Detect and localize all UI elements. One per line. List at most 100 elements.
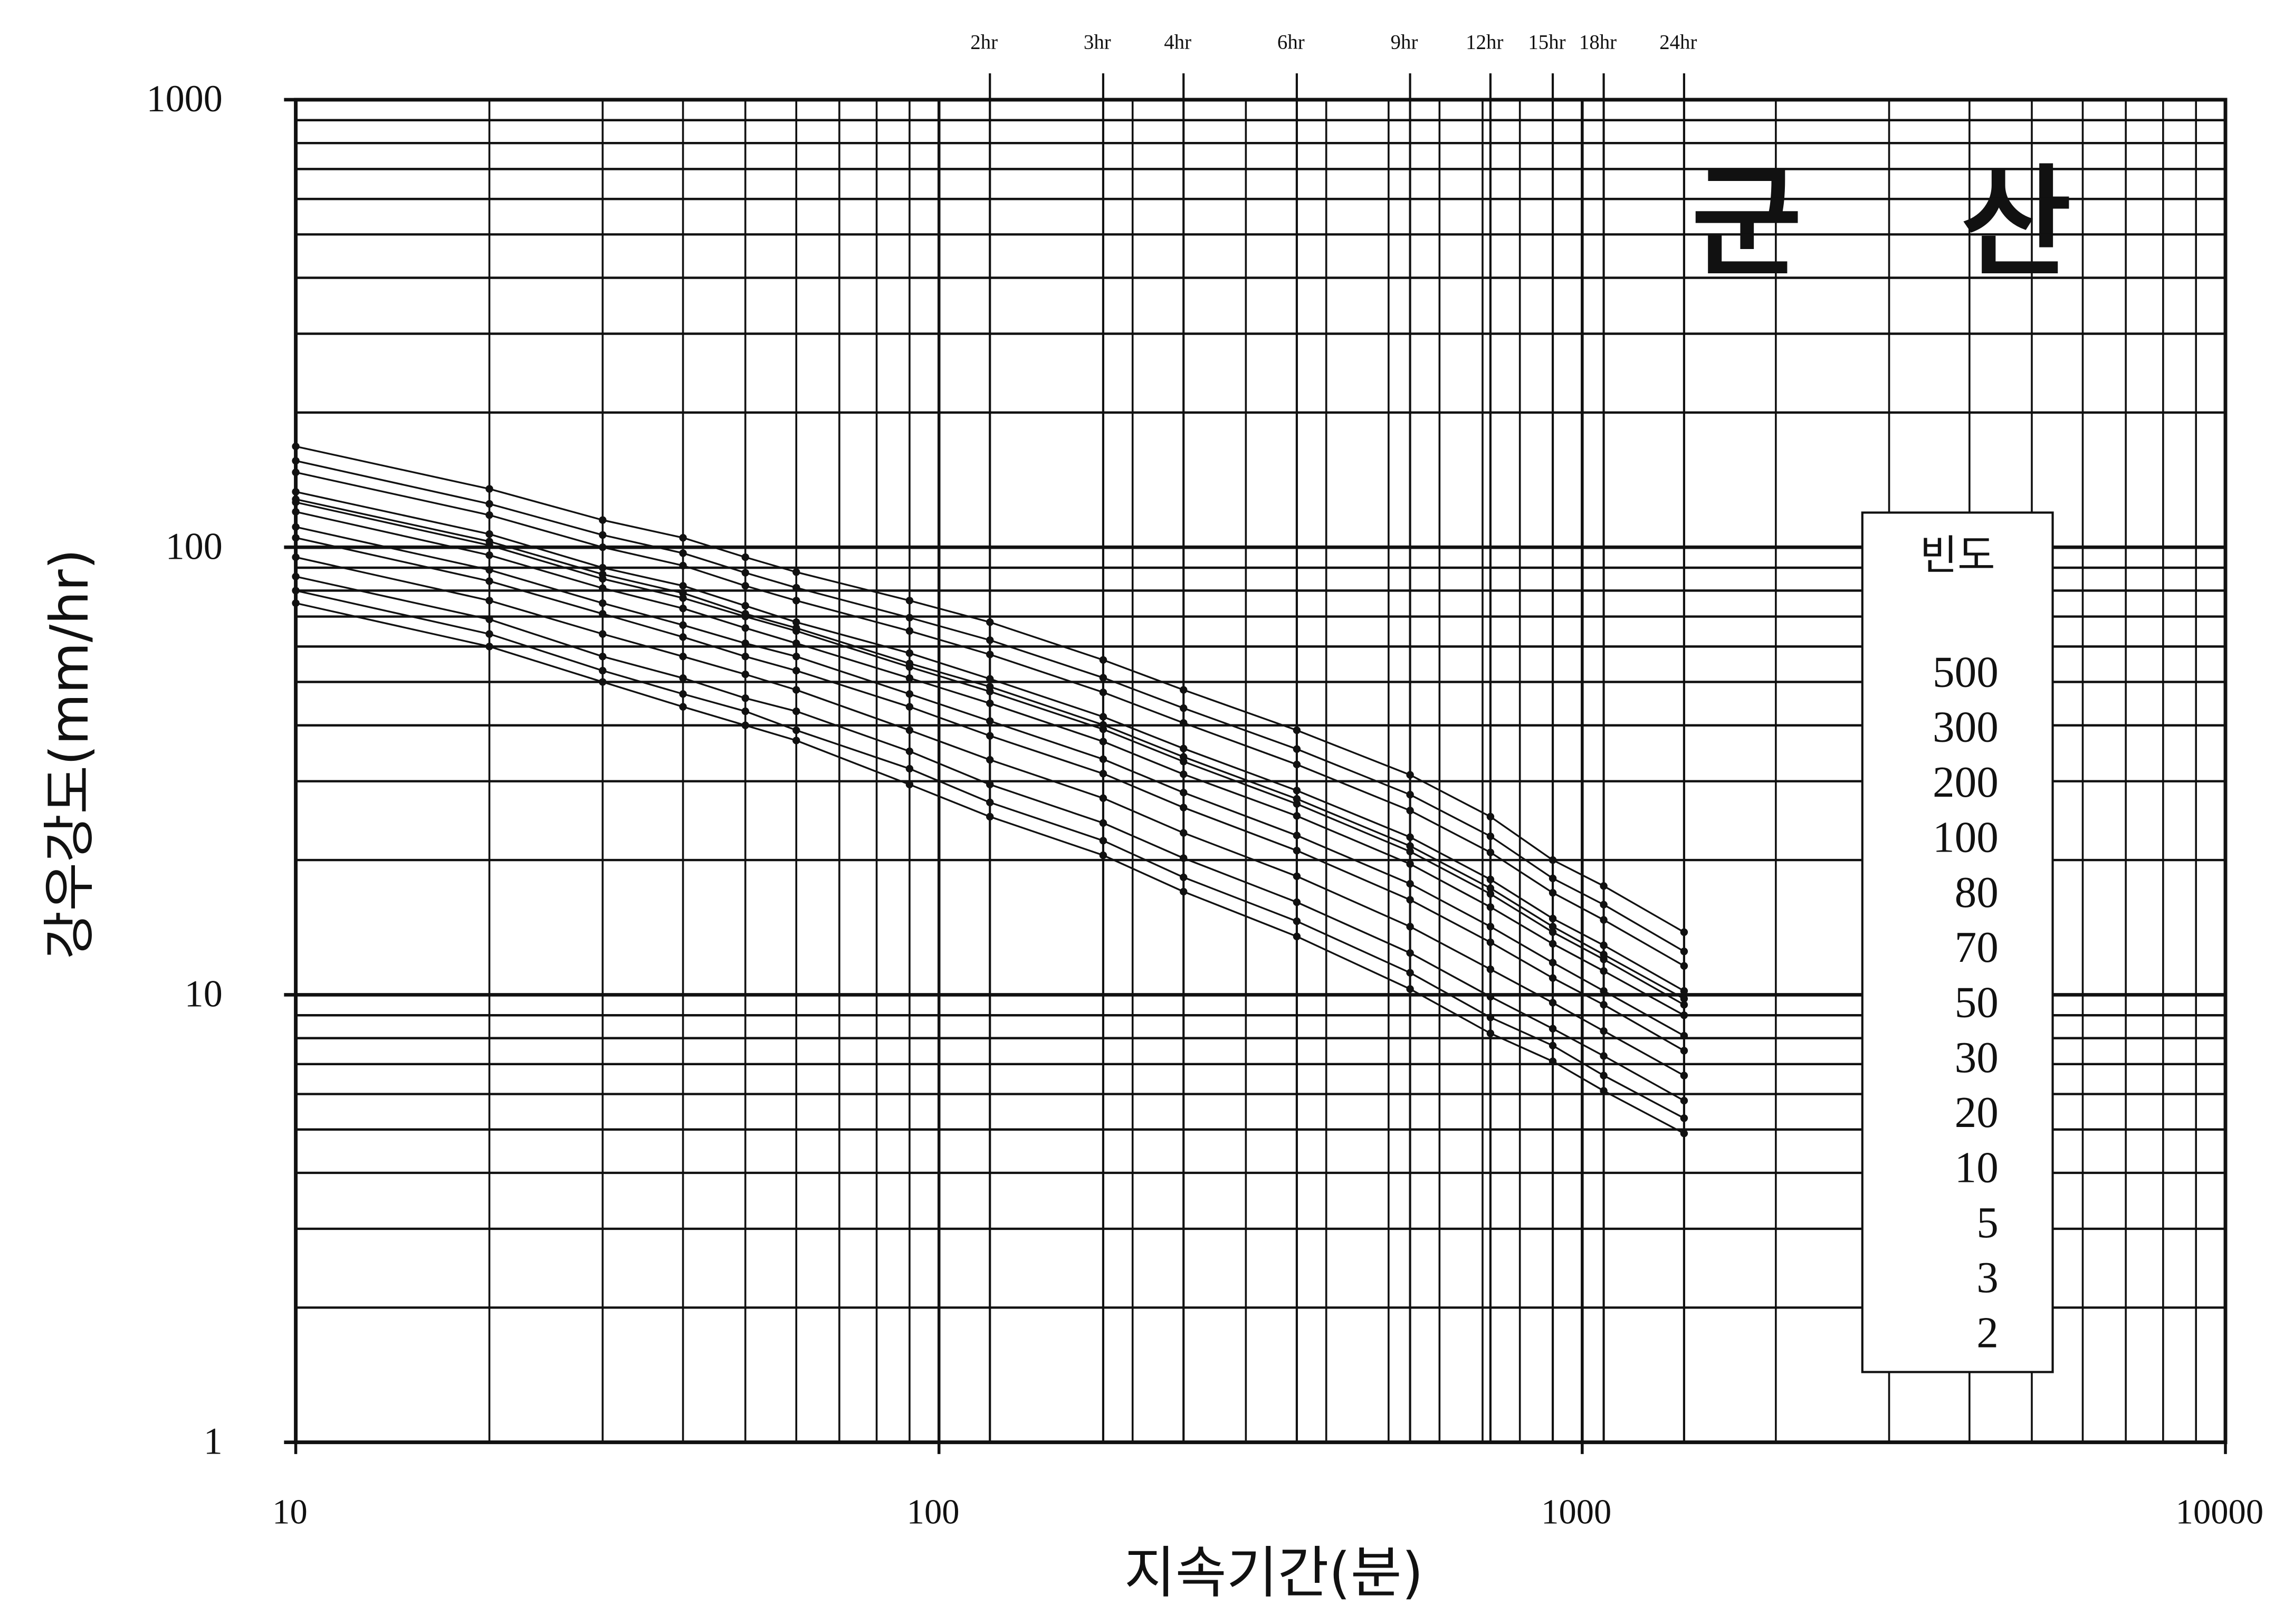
x-tick-label: 10000 <box>2176 1493 2263 1532</box>
data-point <box>1406 842 1414 850</box>
data-point <box>792 618 800 626</box>
data-point <box>292 469 300 476</box>
data-point <box>986 618 994 626</box>
top-tick-label: 18hr <box>1579 31 1617 53</box>
data-point <box>1486 923 1495 931</box>
data-point <box>792 653 800 661</box>
data-point <box>792 584 800 592</box>
data-point <box>679 621 687 629</box>
data-point <box>1680 962 1688 970</box>
data-point <box>792 737 800 744</box>
data-point <box>1099 770 1107 778</box>
data-point <box>1406 860 1414 868</box>
data-point <box>1549 923 1557 931</box>
data-point <box>485 566 493 574</box>
data-point <box>679 549 687 557</box>
data-point <box>1549 874 1557 883</box>
data-point <box>599 575 607 583</box>
legend-label: 80 <box>1955 868 1999 917</box>
legend-label: 20 <box>1955 1088 1999 1137</box>
legend-label: 70 <box>1955 923 1999 972</box>
series-line <box>295 471 1685 967</box>
data-point <box>1406 833 1414 841</box>
data-point <box>986 651 994 658</box>
top-tick-label: 9hr <box>1391 31 1418 53</box>
data-point <box>986 780 994 789</box>
legend-title: 빈도 <box>1920 532 1995 579</box>
data-point <box>1406 790 1414 799</box>
data-point <box>741 569 749 577</box>
data-point <box>792 726 800 734</box>
series-line <box>295 602 1685 1134</box>
data-point <box>1600 987 1608 995</box>
series-line <box>295 576 1685 1102</box>
data-point <box>1680 1129 1688 1138</box>
data-point <box>679 594 687 602</box>
data-point <box>1549 928 1557 936</box>
data-point <box>1099 674 1107 682</box>
data-point <box>1486 875 1495 884</box>
legend-label: 100 <box>1933 813 1999 862</box>
data-point <box>292 457 300 465</box>
y-tick-label: 100 <box>166 525 223 567</box>
data-point <box>1099 819 1107 827</box>
top-tick-label: 12hr <box>1466 31 1503 53</box>
data-point <box>1293 812 1301 820</box>
top-tick-label: 2hr <box>970 31 998 53</box>
data-point <box>1406 923 1414 931</box>
data-point <box>1486 903 1495 911</box>
data-point <box>905 674 914 682</box>
legend-label: 200 <box>1933 758 1999 807</box>
data-point <box>1680 1001 1688 1009</box>
legend-box <box>1861 511 2054 1373</box>
data-point <box>1549 1025 1557 1033</box>
data-point <box>1680 928 1688 936</box>
data-point <box>1293 760 1301 769</box>
data-point <box>792 686 800 694</box>
data-point <box>1680 1072 1688 1080</box>
data-point <box>1680 947 1688 956</box>
data-point <box>292 523 300 531</box>
series-line <box>295 556 1685 1076</box>
data-point <box>986 717 994 725</box>
data-point <box>1600 901 1608 909</box>
data-point <box>679 604 687 613</box>
data-point <box>1600 956 1608 963</box>
data-point <box>485 577 493 585</box>
data-point <box>485 597 493 605</box>
legend-label: 300 <box>1933 703 1999 752</box>
data-point <box>905 747 914 756</box>
data-point <box>1293 832 1301 839</box>
series-line <box>295 537 1685 1052</box>
data-point <box>1099 656 1107 664</box>
data-point <box>485 485 493 493</box>
data-point <box>1600 1072 1608 1080</box>
data-point <box>599 543 607 551</box>
data-point <box>1406 847 1414 856</box>
legend-label: 30 <box>1955 1034 1999 1082</box>
x-tick-label: 1000 <box>1541 1493 1611 1532</box>
data-point <box>1549 974 1557 982</box>
data-point <box>292 498 300 507</box>
legend-label: 5 <box>1976 1199 1999 1247</box>
data-point <box>1486 1029 1495 1037</box>
data-point <box>1099 851 1107 859</box>
data-point <box>1293 917 1301 925</box>
data-point <box>679 561 687 570</box>
data-point <box>485 643 493 651</box>
data-point <box>1406 880 1414 888</box>
plot-frame <box>294 98 2228 1445</box>
data-point <box>485 541 493 549</box>
data-point <box>1486 965 1495 973</box>
series-line <box>295 501 1685 1006</box>
data-point <box>1406 949 1414 957</box>
data-point <box>1549 914 1557 923</box>
data-point <box>741 670 749 679</box>
series-line <box>295 498 1685 1000</box>
data-point <box>741 721 749 729</box>
y-tick-label: 1000 <box>147 78 223 120</box>
data-point <box>741 624 749 632</box>
data-point <box>1099 688 1107 696</box>
legend-label: 50 <box>1955 978 1999 1027</box>
data-point <box>1680 1096 1688 1105</box>
